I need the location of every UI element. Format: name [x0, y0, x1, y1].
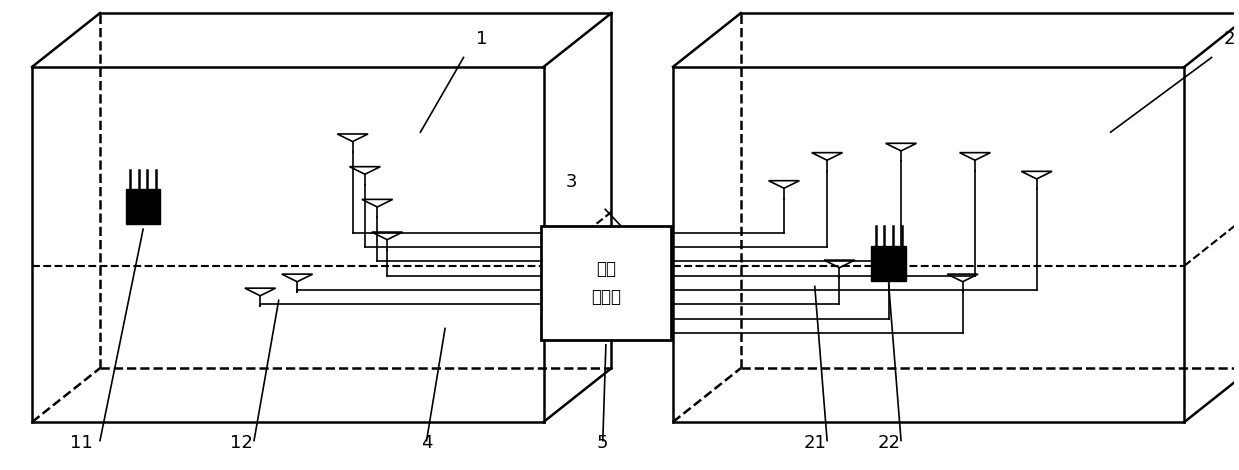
Text: 11: 11: [71, 434, 93, 452]
Text: 12: 12: [230, 434, 253, 452]
Text: 21: 21: [803, 434, 826, 452]
Text: 信道: 信道: [596, 260, 616, 278]
Text: 2: 2: [1224, 30, 1235, 48]
Text: 22: 22: [877, 434, 901, 452]
Bar: [126, 189, 160, 225]
Text: 1: 1: [476, 30, 487, 48]
Text: 4: 4: [421, 434, 432, 452]
Bar: [541, 226, 670, 340]
Bar: [871, 245, 906, 281]
Text: 模拟器: 模拟器: [591, 288, 621, 306]
Text: 3: 3: [566, 172, 577, 191]
Text: 5: 5: [597, 434, 608, 452]
